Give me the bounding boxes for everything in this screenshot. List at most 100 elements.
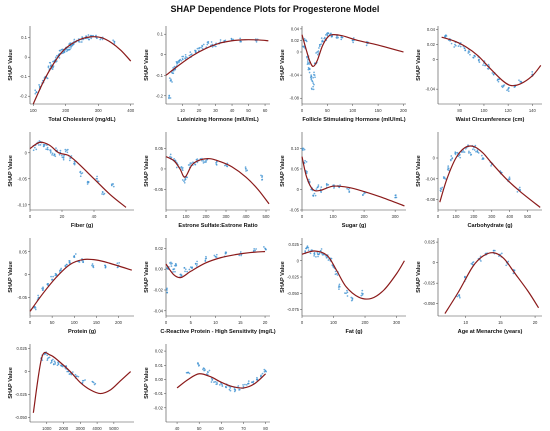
data-point: [238, 254, 241, 257]
data-point: [322, 253, 325, 256]
data-point: [79, 175, 82, 178]
y-axis-label: SHAP Value: [416, 261, 422, 293]
data-point: [508, 176, 511, 179]
data-point: [34, 89, 37, 92]
data-point: [312, 88, 315, 91]
x-tick-label: 20: [263, 320, 268, 325]
data-point: [182, 58, 184, 61]
x-tick-label: 15: [238, 320, 243, 325]
data-point: [225, 386, 227, 389]
y-tick-label: 0.025: [289, 242, 300, 247]
x-tick-label: 500: [524, 214, 532, 219]
trend-curve: [165, 39, 269, 76]
trend-curve: [29, 258, 132, 312]
data-point: [454, 43, 456, 46]
data-point: [520, 81, 523, 83]
data-point: [450, 159, 452, 162]
data-point: [86, 37, 88, 40]
data-point: [221, 385, 224, 388]
subplot-3: 0 50 100 150 200 -0.08 -0.04 0 0.02 0.04 Follicle …: [280, 26, 408, 123]
data-point: [244, 166, 247, 168]
y-axis-label: SHAP Value: [280, 155, 286, 187]
data-point: [202, 160, 205, 162]
y-tick-label: -0.025: [423, 281, 436, 286]
data-point: [256, 376, 258, 379]
data-point: [482, 158, 485, 160]
data-point: [190, 267, 193, 269]
data-point: [318, 47, 320, 49]
data-point: [223, 40, 226, 42]
data-point: [113, 40, 116, 43]
data-point: [211, 379, 214, 381]
data-point: [234, 388, 237, 391]
data-point: [63, 51, 66, 53]
y-tick-label: -0.05: [17, 176, 27, 181]
data-point: [74, 253, 77, 255]
data-point: [196, 362, 199, 364]
y-tick-label: -0.1: [20, 74, 28, 79]
data-point: [194, 49, 196, 52]
data-point: [70, 45, 73, 48]
subplot-1: 100 200 300 400 -0.2 -0.1 0 0.1 Total Cholestero…: [8, 26, 135, 123]
data-point: [173, 158, 175, 160]
data-point: [453, 46, 456, 48]
y-tick-label: 0.02: [427, 42, 436, 47]
data-point: [261, 178, 264, 181]
data-point: [320, 43, 323, 45]
data-point: [194, 262, 197, 265]
data-point: [457, 45, 460, 47]
data-point: [500, 252, 503, 255]
data-point: [183, 180, 185, 183]
x-tick-label: 0: [437, 214, 440, 219]
y-tick-label: -0.2: [156, 93, 164, 98]
data-point: [467, 152, 470, 154]
data-point: [516, 190, 519, 193]
data-point: [310, 78, 313, 81]
data-point: [320, 248, 323, 250]
data-point: [450, 42, 453, 45]
data-point: [497, 80, 500, 83]
data-point: [72, 371, 74, 373]
data-point: [94, 382, 97, 385]
data-point: [187, 164, 190, 166]
data-point: [206, 43, 209, 46]
data-point: [60, 267, 63, 270]
data-point: [190, 53, 193, 55]
x-tick-label: 30: [213, 108, 218, 113]
data-point: [56, 54, 58, 57]
x-tick-label: 50: [50, 320, 55, 325]
y-tick-label: -0.04: [289, 73, 299, 78]
data-point: [38, 84, 40, 86]
x-tick-label: 0: [301, 320, 304, 325]
data-point: [265, 248, 267, 251]
data-point: [496, 79, 499, 82]
data-point: [313, 71, 315, 74]
data-point: [255, 41, 258, 43]
data-point: [303, 38, 306, 40]
data-point: [505, 264, 508, 267]
data-point: [46, 354, 49, 357]
data-point: [336, 274, 339, 276]
data-point: [180, 274, 183, 277]
data-point: [88, 38, 90, 41]
data-point: [44, 143, 46, 146]
data-point: [265, 370, 267, 373]
data-point: [73, 255, 76, 257]
data-point: [330, 35, 333, 38]
data-point: [325, 34, 327, 36]
data-point: [395, 196, 398, 199]
data-point: [307, 249, 310, 252]
data-point: [518, 79, 520, 82]
data-point: [451, 157, 453, 160]
data-point: [91, 263, 94, 265]
data-point: [50, 275, 52, 278]
data-point: [195, 264, 198, 267]
data-point: [91, 264, 93, 267]
y-tick-label: 0.1: [21, 35, 27, 40]
data-point: [52, 358, 54, 361]
data-point: [445, 35, 448, 37]
data-point: [327, 259, 330, 261]
data-point: [52, 363, 55, 366]
data-point: [68, 159, 71, 162]
